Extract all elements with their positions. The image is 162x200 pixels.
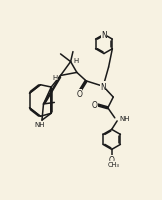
Text: NH: NH xyxy=(119,115,130,121)
Text: N: N xyxy=(100,82,106,91)
Text: O: O xyxy=(109,155,115,164)
Text: O: O xyxy=(92,101,98,110)
Text: CH₃: CH₃ xyxy=(107,161,119,167)
Text: O: O xyxy=(76,90,82,99)
Text: H: H xyxy=(52,75,58,81)
Text: H: H xyxy=(73,58,79,64)
Text: NH: NH xyxy=(34,121,45,127)
Text: N: N xyxy=(101,31,107,40)
